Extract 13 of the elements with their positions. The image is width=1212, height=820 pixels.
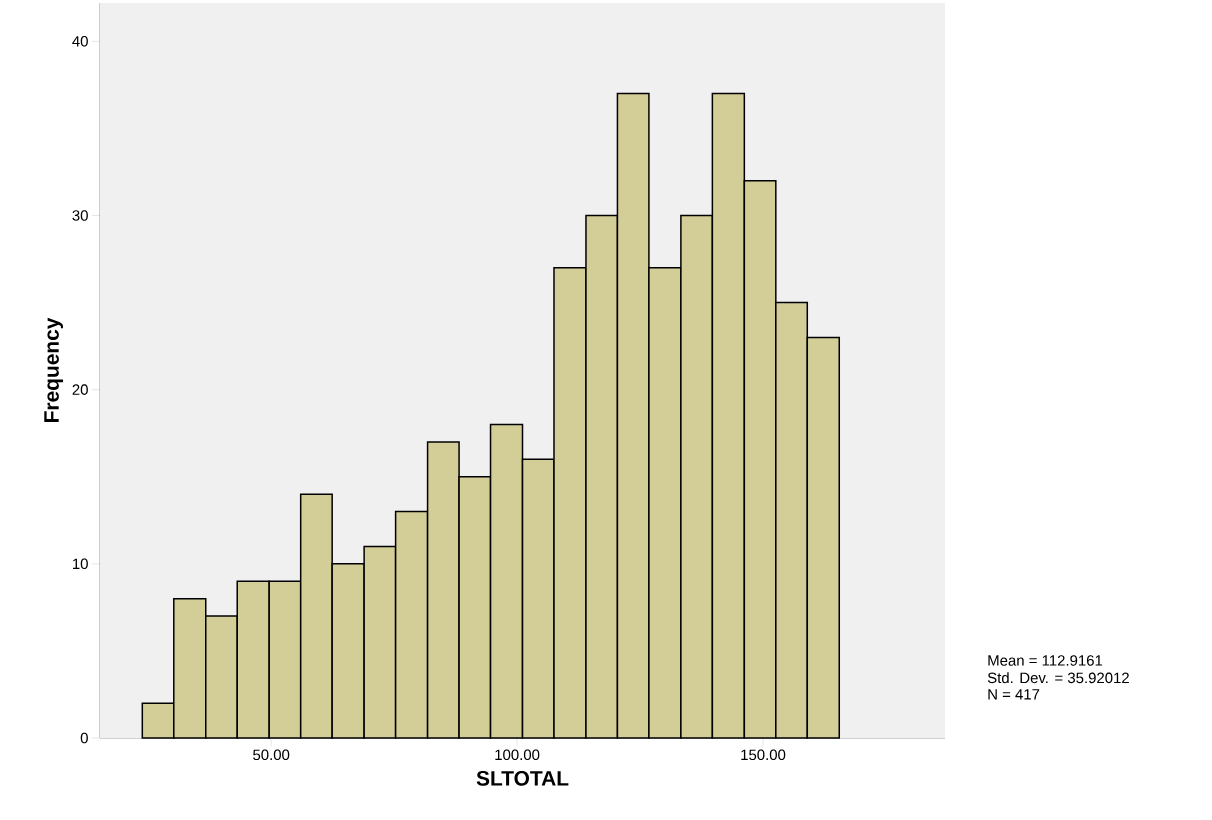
x-tick-label: 50.00 xyxy=(253,749,290,761)
x-tick-label: 150.00 xyxy=(741,749,786,761)
text: N = 417 xyxy=(988,689,1040,700)
text: Std. Dev. = 35.92012 xyxy=(987,672,1129,684)
y-tick-label: 30 xyxy=(72,210,88,221)
y-tick-label: 0 xyxy=(80,732,88,744)
y-tick-label: 20 xyxy=(72,384,88,395)
x-tick-label: 100.00 xyxy=(495,749,540,761)
x-axis-title: SLTOTAL xyxy=(476,770,569,786)
text: Mean = 112.9161 xyxy=(988,655,1103,666)
y-tick-label: 10 xyxy=(73,558,88,570)
y-tick-label: 40 xyxy=(72,36,88,47)
y-axis-title: Frequency xyxy=(44,317,64,422)
